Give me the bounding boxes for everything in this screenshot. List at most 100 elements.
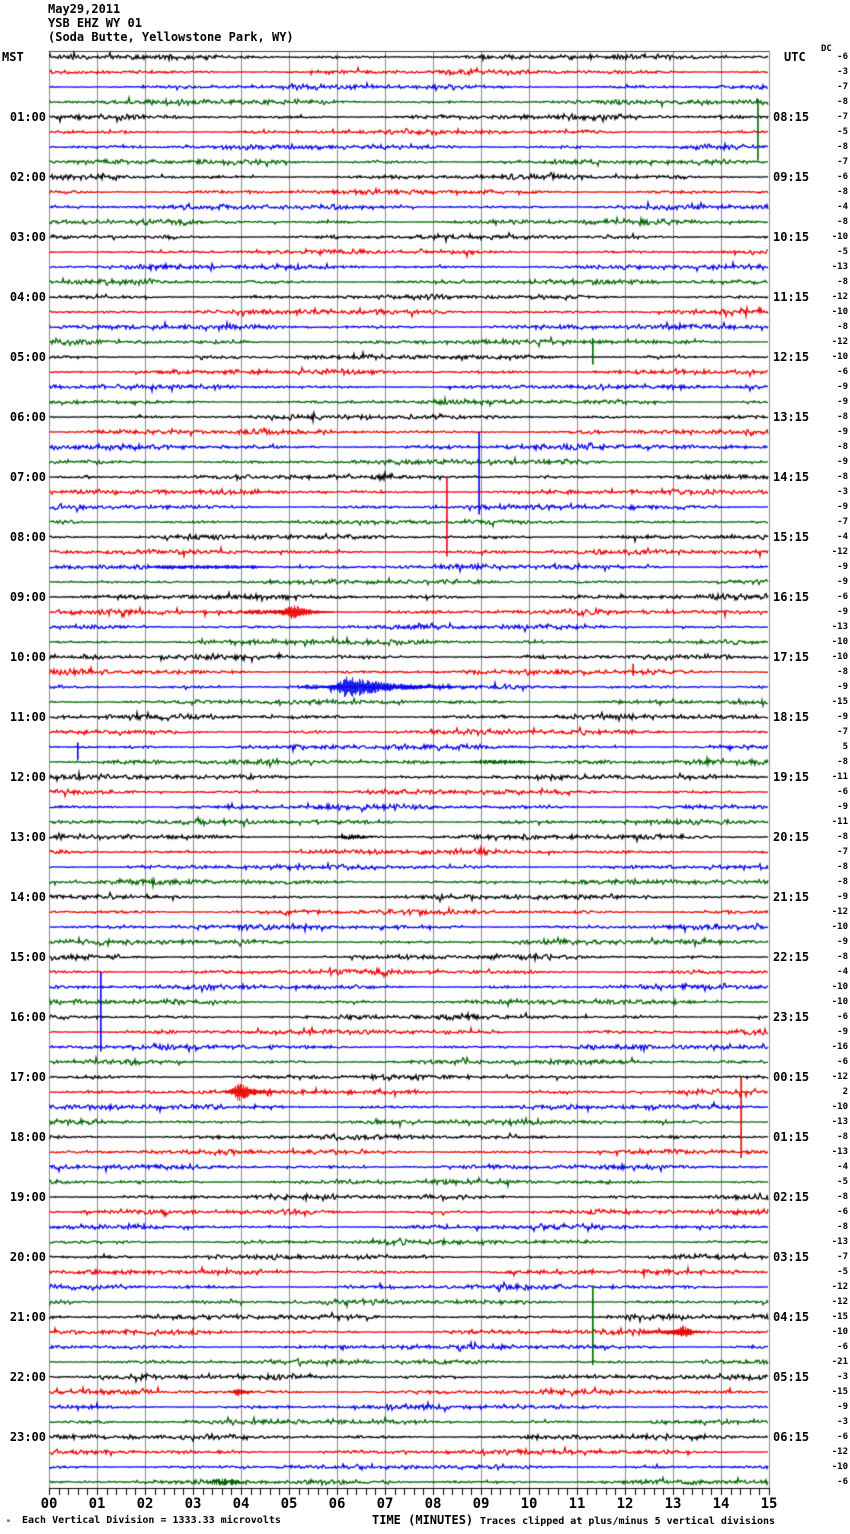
dc-offset-value: -9: [837, 1402, 848, 1412]
dc-offset-value: -10: [831, 232, 848, 242]
utc-time-label: 19:15: [773, 770, 810, 784]
minute-tick-label: 02: [136, 1496, 154, 1512]
dc-offset-value: -8: [837, 322, 848, 332]
minute-tick-label: 11: [568, 1496, 586, 1512]
mst-time-label: 01:00: [9, 110, 46, 124]
dc-offset-value: -10: [831, 922, 848, 932]
utc-time-label: 13:15: [773, 410, 810, 424]
dc-offset-value: -9: [837, 607, 848, 617]
utc-time-label: 12:15: [773, 350, 810, 364]
dc-offset-value: -8: [837, 952, 848, 962]
dc-offset-value: -8: [837, 1192, 848, 1202]
dc-offset-value: 2: [842, 1087, 848, 1097]
dc-offset-value: -6: [837, 1477, 848, 1487]
dc-offset-value: -7: [837, 727, 848, 737]
utc-time-label: 01:15: [773, 1130, 810, 1144]
minute-tick-label: 14: [712, 1496, 730, 1512]
mst-time-label: 09:00: [9, 590, 46, 604]
dc-offset-value: -12: [831, 1447, 848, 1457]
mst-time-label: 23:00: [9, 1430, 46, 1444]
dc-offset-value: -10: [831, 652, 848, 662]
minute-tick-label: 03: [184, 1496, 202, 1512]
dc-offset-value: -10: [831, 637, 848, 647]
mst-time-label: 13:00: [9, 830, 46, 844]
dc-offset-header: DC: [821, 44, 832, 54]
mst-time-label: 07:00: [9, 470, 46, 484]
scale-note: Each Vertical Division = 1333.33 microvo…: [22, 1515, 281, 1526]
dc-offset-value: -9: [837, 682, 848, 692]
mst-time-label: 19:00: [9, 1190, 46, 1204]
mst-time-label: 08:00: [9, 530, 46, 544]
dc-offset-value: -8: [837, 877, 848, 887]
dc-offset-value: -15: [831, 1312, 848, 1322]
dc-offset-value: -9: [837, 427, 848, 437]
utc-time-label: 18:15: [773, 710, 810, 724]
dc-offset-value: -12: [831, 1282, 848, 1292]
mst-time-label: 20:00: [9, 1250, 46, 1264]
minute-tick-label: 12: [616, 1496, 634, 1512]
utc-time-label: 20:15: [773, 830, 810, 844]
dc-offset-value: -10: [831, 997, 848, 1007]
minute-tick-label: 01: [88, 1496, 106, 1512]
dc-offset-value: -11: [831, 772, 848, 782]
dc-offset-value: -7: [837, 517, 848, 527]
mst-time-label: 14:00: [9, 890, 46, 904]
dc-offset-value: -10: [831, 352, 848, 362]
dc-offset-value: -10: [831, 982, 848, 992]
dc-offset-value: -4: [837, 967, 848, 977]
dc-offset-value: -9: [837, 1027, 848, 1037]
dc-offset-value: -3: [837, 1417, 848, 1427]
utc-time-label: 09:15: [773, 170, 810, 184]
utc-time-label: 14:15: [773, 470, 810, 484]
header-location: (Soda Butte, Yellowstone Park, WY): [48, 30, 294, 44]
utc-time-label: 11:15: [773, 290, 810, 304]
dc-offset-value: -6: [837, 787, 848, 797]
utc-time-label: 23:15: [773, 1010, 810, 1024]
dc-offset-value: -9: [837, 397, 848, 407]
mst-time-label: 12:00: [9, 770, 46, 784]
mst-time-label: 02:00: [9, 170, 46, 184]
mst-time-label: 16:00: [9, 1010, 46, 1024]
dc-offset-value: -10: [831, 307, 848, 317]
dc-offset-value: -9: [837, 892, 848, 902]
minute-tick-label: 07: [376, 1496, 394, 1512]
dc-offset-value: -3: [837, 67, 848, 77]
dc-offset-value: -7: [837, 157, 848, 167]
mst-time-label: 15:00: [9, 950, 46, 964]
dc-offset-value: -16: [831, 1042, 848, 1052]
dc-offset-value: -15: [831, 697, 848, 707]
utc-time-label: 02:15: [773, 1190, 810, 1204]
dc-offset-value: -6: [837, 52, 848, 62]
dc-offset-value: -10: [831, 1327, 848, 1337]
dc-offset-value: -5: [837, 1177, 848, 1187]
dc-offset-value: -9: [837, 457, 848, 467]
dc-offset-value: -4: [837, 532, 848, 542]
dc-offset-value: -6: [837, 1432, 848, 1442]
dc-offset-value: -8: [837, 142, 848, 152]
right-timezone-label: UTC: [784, 50, 806, 64]
dc-offset-value: -9: [837, 937, 848, 947]
utc-time-label: 15:15: [773, 530, 810, 544]
minute-tick-label: 00: [40, 1496, 58, 1512]
utc-time-label: 08:15: [773, 110, 810, 124]
dc-offset-value: -4: [837, 202, 848, 212]
dc-offset-value: -21: [831, 1357, 848, 1367]
dc-offset-value: -8: [837, 97, 848, 107]
mst-time-label: 22:00: [9, 1370, 46, 1384]
mst-time-label: 18:00: [9, 1130, 46, 1144]
dc-offset-value: -7: [837, 1252, 848, 1262]
dc-offset-value: -6: [837, 367, 848, 377]
minute-tick-label: 10: [520, 1496, 538, 1512]
minute-tick-label: 05: [280, 1496, 298, 1512]
dc-offset-value: -8: [837, 277, 848, 287]
dc-offset-value: -9: [837, 802, 848, 812]
corner-mark: ₘ: [6, 1515, 11, 1524]
dc-offset-value: -9: [837, 502, 848, 512]
header-date: May29,2011: [48, 2, 121, 16]
minute-tick-label: 13: [664, 1496, 682, 1512]
dc-offset-value: -6: [837, 1207, 848, 1217]
utc-time-label: 22:15: [773, 950, 810, 964]
dc-offset-value: -12: [831, 1072, 848, 1082]
